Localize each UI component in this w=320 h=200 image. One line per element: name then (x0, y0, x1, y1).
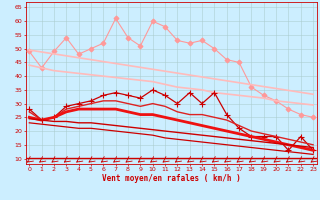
X-axis label: Vent moyen/en rafales ( km/h ): Vent moyen/en rafales ( km/h ) (102, 174, 241, 183)
